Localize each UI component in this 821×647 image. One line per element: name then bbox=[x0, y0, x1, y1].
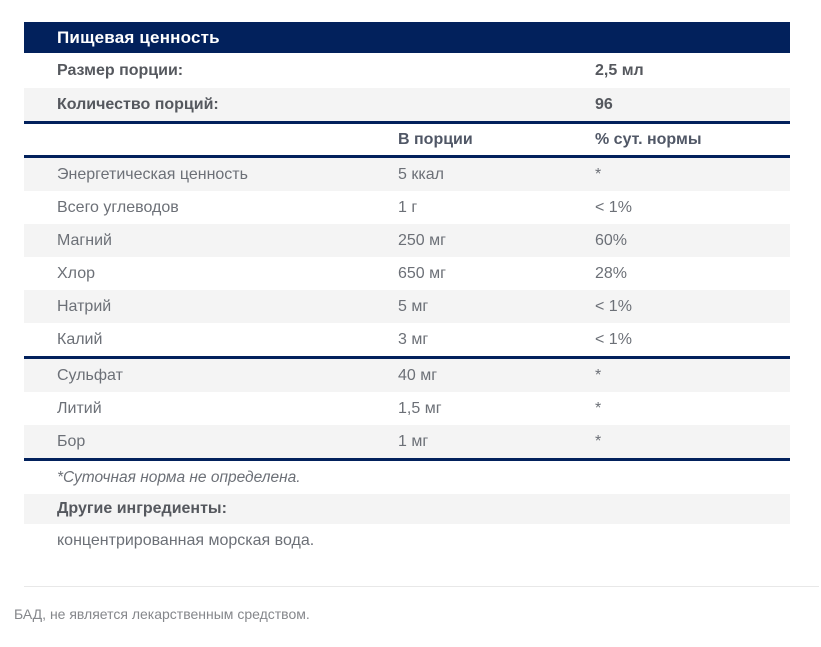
nutrient-dv: * bbox=[595, 399, 602, 417]
servings-count-label: Количество порций: bbox=[57, 95, 219, 113]
nutrient-amount: 5 мг bbox=[398, 297, 429, 315]
nutrient-dv: 28% bbox=[595, 264, 628, 282]
panel-title: Пищевая ценность bbox=[57, 27, 220, 47]
nutrient-name: Энергетическая ценность bbox=[57, 165, 248, 183]
column-header-amount: В порции bbox=[398, 130, 473, 148]
nutrient-amount: 1,5 мг bbox=[398, 399, 442, 417]
nutrient-row-potassium: Калий 3 мг < 1% bbox=[24, 323, 790, 356]
serving-size-label: Размер порции: bbox=[57, 61, 184, 79]
nutrient-amount: 40 мг bbox=[398, 366, 438, 384]
disclaimer-text: БАД, не является лекарственным средством… bbox=[14, 606, 310, 622]
nutrient-name: Калий bbox=[57, 330, 103, 348]
nutrient-dv: < 1% bbox=[595, 198, 632, 216]
servings-count-row: Количество порций: 96 bbox=[24, 88, 790, 121]
separator-line bbox=[24, 356, 790, 359]
separator-line bbox=[24, 458, 790, 461]
nutrient-dv: < 1% bbox=[595, 297, 632, 315]
column-header-row: В порции % сут. нормы bbox=[24, 124, 790, 155]
panel-title-bar: Пищевая ценность bbox=[24, 22, 790, 53]
nutrient-amount: 3 мг bbox=[398, 330, 429, 348]
nutrient-name: Сульфат bbox=[57, 366, 123, 384]
nutrient-name: Натрий bbox=[57, 297, 112, 315]
nutrient-name: Магний bbox=[57, 231, 112, 249]
footnote-text: *Суточная норма не определена. bbox=[57, 468, 301, 486]
nutrient-name: Бор bbox=[57, 432, 86, 450]
other-ingredients-value-row: концентрированная морская вода. bbox=[24, 524, 790, 557]
nutrient-row-boron: Бор 1 мг * bbox=[24, 425, 790, 458]
other-ingredients-value: концентрированная морская вода. bbox=[57, 531, 315, 549]
nutrient-name: Всего углеводов bbox=[57, 198, 179, 216]
nutrition-facts-panel: Пищевая ценность Размер порции: 2,5 мл К… bbox=[24, 22, 790, 557]
nutrient-amount: 250 мг bbox=[398, 231, 446, 249]
servings-count-value: 96 bbox=[595, 95, 613, 113]
serving-size-row: Размер порции: 2,5 мл bbox=[24, 53, 790, 88]
nutrient-row-lithium: Литий 1,5 мг * bbox=[24, 392, 790, 425]
serving-size-value: 2,5 мл bbox=[595, 61, 644, 79]
nutrient-dv: * bbox=[595, 165, 602, 183]
nutrient-name: Литий bbox=[57, 399, 102, 417]
nutrient-row-carbs: Всего углеводов 1 г < 1% bbox=[24, 191, 790, 224]
footnote-row: *Суточная норма не определена. bbox=[24, 461, 790, 494]
nutrient-amount: 650 мг bbox=[398, 264, 446, 282]
nutrient-dv: * bbox=[595, 432, 602, 450]
nutrient-dv: < 1% bbox=[595, 330, 632, 348]
nutrient-row-sulfate: Сульфат 40 мг * bbox=[24, 359, 790, 392]
nutrient-amount: 5 ккал bbox=[398, 165, 444, 183]
nutrient-dv: 60% bbox=[595, 231, 628, 249]
nutrient-row-energy: Энергетическая ценность 5 ккал * bbox=[24, 158, 790, 191]
nutrient-row-magnesium: Магний 250 мг 60% bbox=[24, 224, 790, 257]
column-header-dv: % сут. нормы bbox=[595, 130, 702, 148]
nutrient-dv: * bbox=[595, 366, 602, 384]
other-ingredients-label: Другие ингредиенты: bbox=[57, 500, 227, 517]
bottom-divider bbox=[24, 586, 819, 587]
nutrient-row-sodium: Натрий 5 мг < 1% bbox=[24, 290, 790, 323]
separator-line bbox=[24, 121, 790, 124]
other-ingredients-header-row: Другие ингредиенты: bbox=[24, 494, 790, 524]
nutrient-name: Хлор bbox=[57, 264, 95, 282]
nutrient-amount: 1 г bbox=[398, 198, 418, 216]
nutrient-amount: 1 мг bbox=[398, 432, 429, 450]
separator-line bbox=[24, 155, 790, 158]
nutrient-row-chloride: Хлор 650 мг 28% bbox=[24, 257, 790, 290]
